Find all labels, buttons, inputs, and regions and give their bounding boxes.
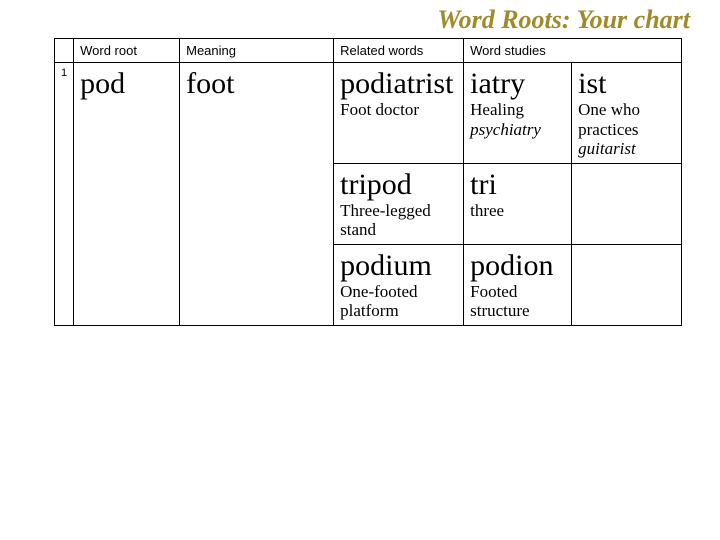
study-def: One who practices xyxy=(578,100,675,139)
header-meaning: Meaning xyxy=(180,39,334,63)
cell-meaning: foot xyxy=(180,63,334,326)
header-index xyxy=(55,39,74,63)
word-roots-table: Word root Meaning Related words Word stu… xyxy=(54,38,682,326)
cell-related-1: tripod Three-legged stand xyxy=(334,163,464,244)
table-row: 1 pod foot podiatrist Foot doctor iatry … xyxy=(55,63,682,164)
meaning-word: foot xyxy=(186,67,327,100)
cell-study-0b: ist One who practices guitarist xyxy=(572,63,682,164)
header-related: Related words xyxy=(334,39,464,63)
root-word: pod xyxy=(80,67,173,100)
study-def: three xyxy=(470,201,565,221)
table-header-row: Word root Meaning Related words Word stu… xyxy=(55,39,682,63)
study-word: iatry xyxy=(470,67,565,100)
cell-root: pod xyxy=(74,63,180,326)
related-word: podiatrist xyxy=(340,67,457,100)
cell-study-1a: tri three xyxy=(464,163,572,244)
study-def: Healing xyxy=(470,100,565,120)
cell-study-0a: iatry Healing psychiatry xyxy=(464,63,572,164)
cell-related-2: podium One-footed platform xyxy=(334,244,464,325)
study-word: podion xyxy=(470,249,565,282)
related-def: One-footed platform xyxy=(340,282,457,321)
page-title: Word Roots: Your chart xyxy=(437,6,690,35)
related-def: Three-legged stand xyxy=(340,201,457,240)
cell-index: 1 xyxy=(55,63,74,326)
related-word: podium xyxy=(340,249,457,282)
study-example: psychiatry xyxy=(470,120,565,140)
related-def: Foot doctor xyxy=(340,100,457,120)
cell-study-2a: podion Footed structure xyxy=(464,244,572,325)
cell-related-0: podiatrist Foot doctor xyxy=(334,63,464,164)
study-example: guitarist xyxy=(578,139,675,159)
study-def: Footed structure xyxy=(470,282,565,321)
related-word: tripod xyxy=(340,168,457,201)
study-word: tri xyxy=(470,168,565,201)
cell-study-2b xyxy=(572,244,682,325)
header-root: Word root xyxy=(74,39,180,63)
cell-study-1b xyxy=(572,163,682,244)
header-studies: Word studies xyxy=(464,39,682,63)
study-word: ist xyxy=(578,67,675,100)
